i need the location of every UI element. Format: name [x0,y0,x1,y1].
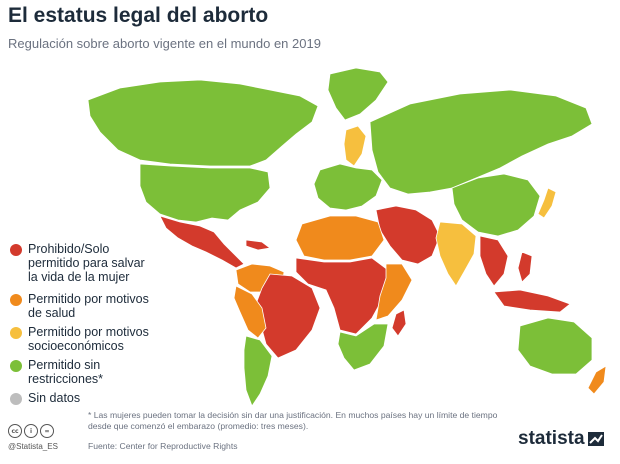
legend-dot-health [10,294,22,306]
region-caribbean [245,239,271,251]
legend-dot-nodata [10,393,22,405]
world-map [87,67,607,407]
region-australia [517,317,593,375]
footnote: * Las mujeres pueden tomar la decisión s… [88,410,498,431]
license-icons: cc i = [8,424,54,438]
region-new-zealand [587,365,607,395]
region-southern-africa [337,323,389,371]
region-russia-central-asia [369,89,593,195]
region-canada-alaska [87,79,319,167]
region-usa [139,163,271,223]
legend-dot-socioeconomic [10,327,22,339]
brand-name: statista [518,428,585,449]
legend-label-nodata: Sin datos [28,391,81,405]
region-southeast-asia [479,235,509,287]
region-india [435,221,477,287]
region-china-mongolia [451,173,541,237]
legend-dot-prohibited [10,244,22,256]
page-subtitle: Regulación sobre aborto vigente en el mu… [8,36,321,51]
region-indonesia [493,289,571,313]
legend-label-socioeconomic: Permitido por motivos socioeconómicos [28,325,149,353]
legend-item-unrestricted: Permitido sin restricciones* [10,358,103,386]
legend-dot-unrestricted [10,360,22,372]
region-japan [537,187,557,219]
brand-logo[interactable]: statista [518,428,604,450]
region-europe [313,163,383,211]
region-mexico-central-america [159,215,245,269]
region-north-africa [295,215,385,261]
social-handle: @Statista_ES [8,442,58,451]
region-peru-bolivia [233,285,267,339]
legend-item-nodata: Sin datos [10,391,80,405]
cc-icon: cc [8,424,22,438]
legend-label-prohibited: Prohibido/Solo permitido para salvar la … [28,242,145,284]
no-derivatives-icon: = [40,424,54,438]
region-middle-east [375,205,441,265]
region-west-central-africa [295,257,389,335]
legend-item-health: Permitido por motivos de salud [10,292,149,320]
legend-label-health: Permitido por motivos de salud [28,292,149,320]
region-argentina-chile [243,335,273,407]
region-madagascar [391,309,407,337]
source-note: Fuente: Center for Reproductive Rights [88,441,238,451]
region-brazil [255,273,321,359]
legend-label-unrestricted: Permitido sin restricciones* [28,358,104,386]
region-greenland [327,67,389,121]
region-philippines [517,251,533,283]
region-east-africa [375,263,413,321]
attribution-icon: i [24,424,38,438]
legend-item-socioeconomic: Permitido por motivos socioeconómicos [10,325,149,353]
page-title: El estatus legal del aborto [8,4,269,27]
region-scandinavia [343,125,367,167]
legend-item-prohibited: Prohibido/Solo permitido para salvar la … [10,242,145,284]
statista-logo-icon [587,432,604,446]
